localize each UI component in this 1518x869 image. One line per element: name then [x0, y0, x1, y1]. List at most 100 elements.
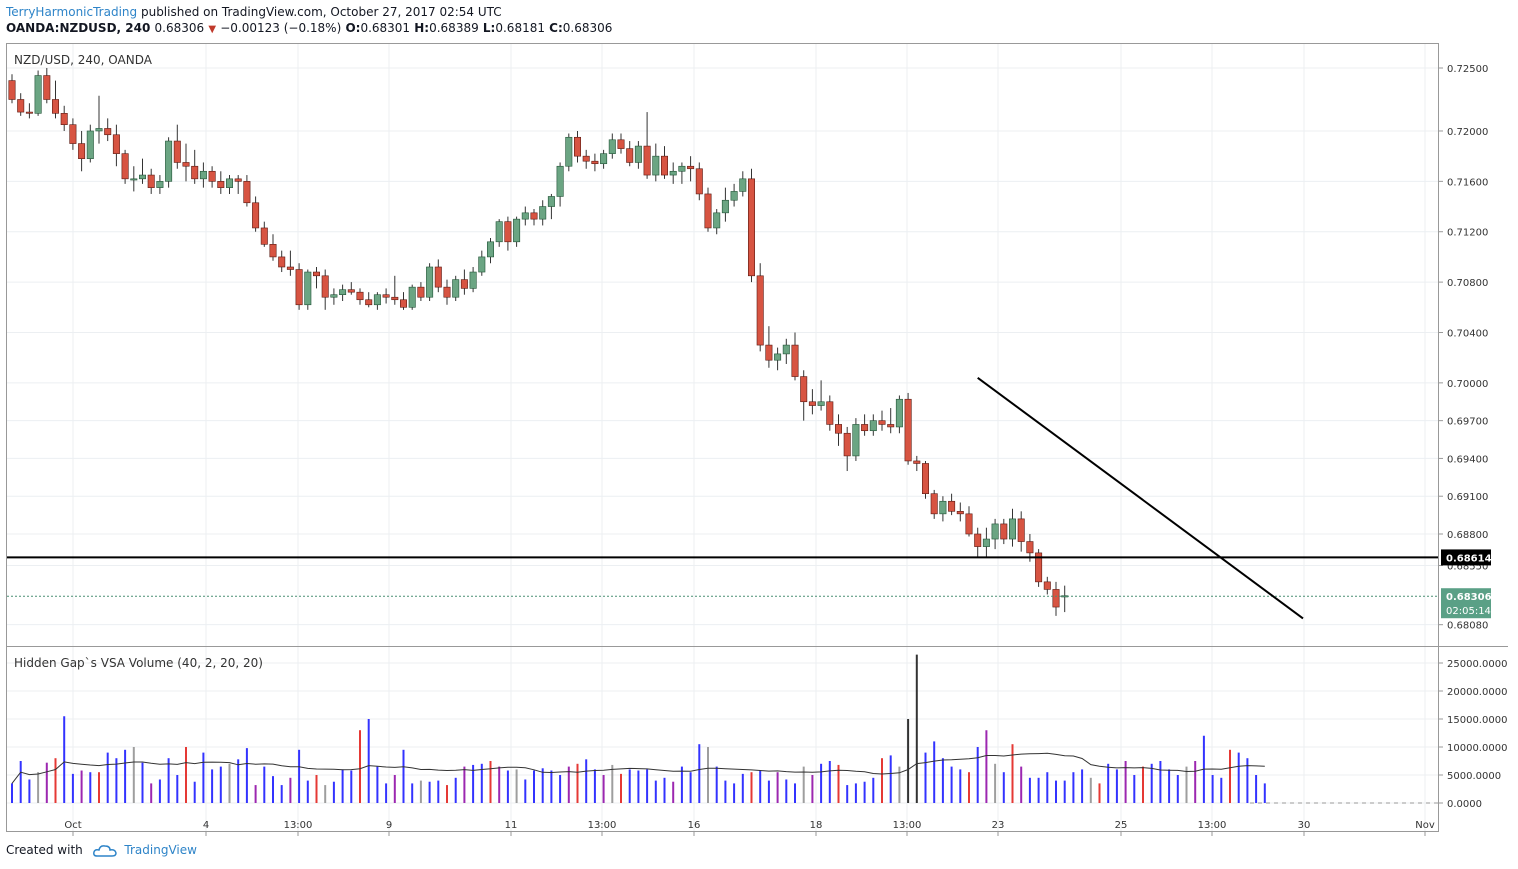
candle-body: [25, 111, 33, 114]
publisher-line: TerryHarmonicTrading published on Tradin…: [6, 4, 1506, 20]
candle-body: [165, 140, 173, 182]
volume-tick-label: 25000.0000: [1447, 659, 1507, 670]
candle-body: [504, 221, 512, 243]
candle-body: [800, 376, 808, 403]
candle-body: [547, 196, 555, 207]
candle-body: [895, 398, 903, 428]
price-tick-label: 0.69400: [1447, 454, 1488, 465]
candle-body: [443, 286, 451, 298]
candle-body: [704, 193, 712, 229]
time-tick-label: Oct: [64, 820, 81, 831]
symbol-label: OANDA:NZDUSD, 240: [6, 21, 151, 35]
candle-body: [765, 344, 773, 361]
open-value: 0.68301: [360, 21, 411, 35]
candle-body: [513, 218, 521, 243]
candle-body: [365, 299, 373, 306]
time-tick-label: 13:00: [588, 820, 617, 831]
candle-body: [669, 170, 677, 176]
chart-header: TerryHarmonicTrading published on Tradin…: [6, 4, 1506, 38]
support-label: 0.68614: [1446, 553, 1492, 564]
time-axis[interactable]: Oct 4 13:00 9 11 13:00 16 18 13:00 23 25 13:00 30 Nov: [64, 820, 1435, 836]
candle-body: [347, 289, 355, 293]
candle-body: [887, 424, 895, 428]
price-tick-label: 0.68080: [1447, 621, 1488, 632]
time-tick-label: 4: [203, 820, 209, 831]
candle-body: [130, 178, 138, 181]
candle-body: [417, 286, 425, 298]
price-axis[interactable]: 0.72500 0.72000 0.71600 0.71200 0.70800 0.704…: [1438, 64, 1488, 632]
candle-body: [399, 299, 407, 308]
candle-body: [626, 148, 634, 163]
volume-pane-title: Hidden Gap`s VSA Volume (40, 2, 20, 20): [14, 656, 263, 670]
candle-body: [408, 286, 416, 308]
down-arrow-icon: ▼: [208, 24, 217, 35]
candle-body: [173, 140, 181, 163]
candle-body: [382, 294, 390, 298]
price-tick-label: 0.68800: [1447, 530, 1488, 541]
candle-body: [278, 256, 286, 268]
time-tick-label: 13:00: [284, 820, 313, 831]
tradingview-cloud-icon: [92, 844, 117, 857]
candle-body: [321, 275, 329, 298]
candle-body: [156, 181, 164, 188]
candle-body: [678, 165, 686, 172]
time-tick-label: Nov: [1415, 820, 1435, 831]
time-tick-label: 25: [1115, 820, 1128, 831]
candle-body: [208, 170, 216, 182]
price-tick-label: 0.68550: [1447, 561, 1488, 572]
candle-body: [426, 266, 434, 298]
candle-body: [521, 212, 529, 220]
candle-body: [965, 513, 973, 535]
candle-body: [312, 271, 320, 277]
close-label: C:: [549, 21, 563, 35]
time-tick-label: 18: [810, 820, 823, 831]
volume-tick-label: 10000.0000: [1447, 743, 1507, 754]
candle-body: [643, 145, 651, 176]
published-text: published on TradingView.com, October 27…: [140, 5, 502, 19]
author-link[interactable]: TerryHarmonicTrading: [6, 5, 138, 19]
price-tick-label: 0.69700: [1447, 417, 1488, 428]
drawings[interactable]: 0.68614 0.68306 02:05:14: [7, 377, 1492, 620]
candle-body: [834, 424, 842, 434]
volume-average-line: [11, 752, 1265, 784]
time-tick-label: 23: [992, 820, 1005, 831]
candle-body: [774, 353, 782, 361]
candle-body: [617, 139, 625, 149]
time-tick-label: 11: [505, 820, 518, 831]
candle-body: [478, 256, 486, 273]
candle-body: [330, 294, 338, 298]
last-price: 0.68306: [154, 21, 205, 35]
candle-body: [808, 401, 816, 406]
price-tick-label: 0.70000: [1447, 379, 1488, 390]
candle-body: [78, 143, 86, 159]
candle-body: [339, 289, 347, 296]
tradingview-logo-text[interactable]: TradingView: [124, 843, 197, 857]
candle-body: [539, 206, 547, 220]
candle-body: [591, 160, 599, 165]
candle-body: [460, 279, 468, 289]
candle-body: [199, 170, 207, 180]
time-tick-label: 16: [688, 820, 701, 831]
low-value: 0.68181: [495, 21, 545, 35]
candle-body: [713, 212, 721, 229]
volume-axis[interactable]: 25000.0000 20000.0000 15000.0000 10000.0000…: [1438, 659, 1507, 810]
candle-body: [687, 165, 695, 170]
bar-countdown-label: 02:05:14: [1446, 606, 1491, 617]
time-tick-label: 30: [1298, 820, 1311, 831]
candle-body: [695, 168, 703, 195]
high-value: 0.68389: [429, 21, 479, 35]
candle-body: [1035, 552, 1043, 583]
candle-body: [260, 227, 268, 245]
candle-body: [852, 424, 860, 457]
time-tick-label: 9: [386, 820, 392, 831]
candle-body: [530, 212, 538, 220]
candle-body: [974, 533, 982, 547]
candle-body: [878, 420, 886, 425]
volume-bars: [11, 654, 1438, 804]
candle-body: [1026, 541, 1034, 554]
candle-body: [34, 75, 42, 114]
candle-body: [469, 271, 477, 289]
open-label: O:: [345, 21, 361, 35]
candle-body: [930, 493, 938, 515]
